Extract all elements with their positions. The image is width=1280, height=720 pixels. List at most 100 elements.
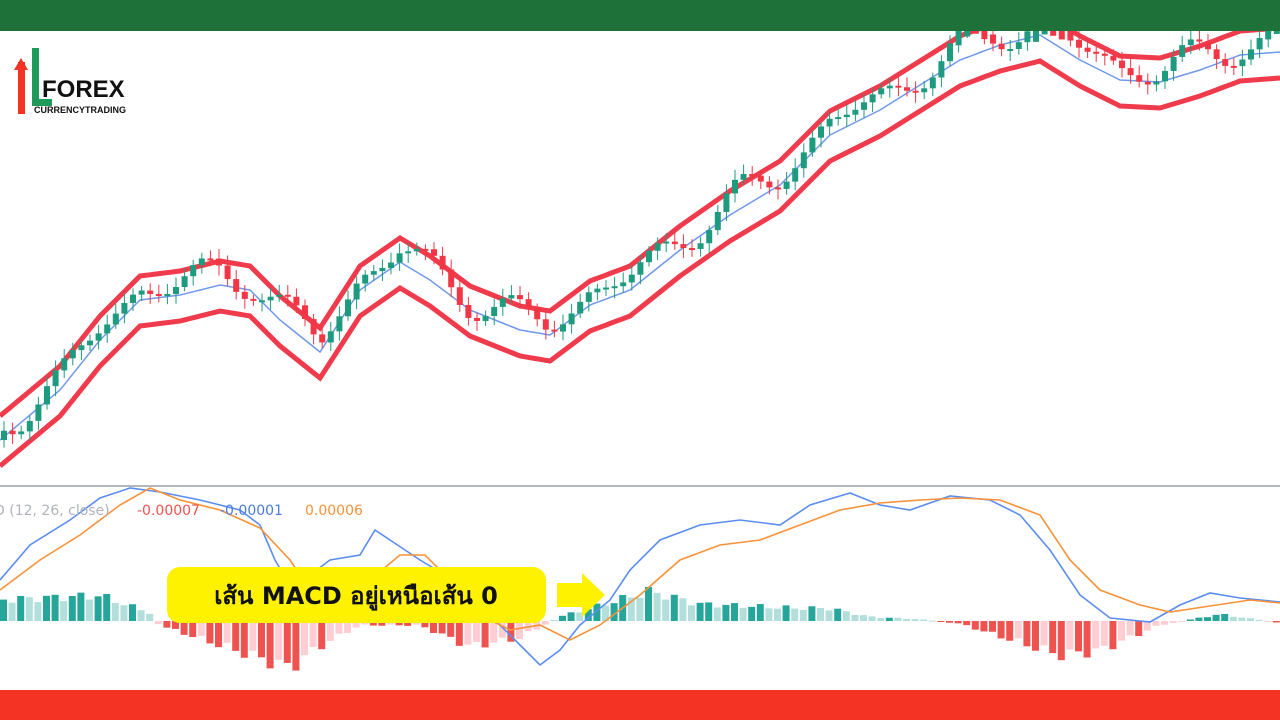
histogram-bar [774,608,781,621]
histogram-bar [903,618,910,621]
candle-body [560,324,566,332]
histogram-bar [524,621,532,632]
histogram-bar [34,602,42,621]
candle-body [1050,31,1057,36]
histogram-bar [180,621,188,635]
histogram-bar [860,615,867,621]
signal-line [0,487,1280,641]
histogram-bar [1109,621,1117,650]
candle-body [775,187,781,190]
candle-body [551,329,558,332]
histogram-bar [498,621,506,638]
candle-body [1248,49,1254,60]
candle-body [577,301,584,314]
histogram-bar [258,621,265,658]
histogram-bar [756,604,764,621]
candle-body [964,31,971,37]
candle-body [491,306,498,317]
histogram-bar [344,621,351,633]
histogram-bar [559,615,566,621]
histogram-bar [421,621,429,628]
candle-body [198,258,205,266]
candle-body [1179,45,1186,57]
candle-body [1162,70,1168,82]
histogram-bar [1238,617,1246,621]
candle-body [69,350,76,359]
candle-body [680,244,687,248]
histogram-bar [232,621,240,651]
candle-body [1076,39,1082,48]
histogram-bar [877,617,885,621]
histogram-bar [1057,621,1065,661]
candle-body [465,304,472,318]
histogram-bar [980,621,988,632]
candle-body [689,247,695,250]
candle-body [1136,75,1143,82]
indicator-label: D (12, 26, close) [0,503,110,519]
histogram-bar [825,610,833,621]
candle-body [1058,31,1065,40]
histogram-bar [653,592,661,621]
candle-body [26,420,33,432]
logo-bar-green [32,48,39,106]
histogram-bar [1075,621,1082,652]
histogram-bar [567,612,575,621]
candle-body [181,276,188,288]
histogram-bar [464,621,472,645]
candle-body [585,292,592,302]
candle-body [869,94,876,103]
candle-body [388,262,394,268]
histogram-bar [765,608,773,621]
candle-body [714,211,721,231]
histogram-bar [215,621,222,648]
histogram-bar [1212,614,1220,621]
logo: FOREX CURRENCYTRADING [14,48,126,115]
histogram-bar [817,608,824,621]
histogram-bar [94,596,102,621]
candle-body [95,333,102,341]
histogram-bar [602,605,609,621]
candle-body [1273,31,1280,34]
histogram-bar [1135,621,1143,637]
histogram-bar [584,609,592,621]
candle-body [224,265,231,280]
candle-body [878,88,885,95]
histogram-bar [395,621,403,626]
histogram-bar [679,598,687,621]
candle-body [525,299,532,308]
candle-body [379,267,386,272]
histogram-bar [868,616,876,621]
candle-body [792,168,799,182]
histogram-bar [129,604,136,621]
histogram-bar [438,621,446,634]
histogram-bar [928,620,936,622]
candle-body [646,250,652,263]
histogram-bar [1264,621,1272,622]
histogram-bar [266,621,274,669]
candle-body [508,295,515,299]
callout-box [167,567,546,623]
candle-body [757,175,764,182]
histogram-bar [163,621,171,628]
callout: เส้น MACD อยู่เหนือเส้น 0 [167,567,605,623]
histogram-bar [292,621,300,671]
histogram-bar [51,594,59,621]
candle-body [723,193,730,212]
candle-body [1239,59,1246,67]
histogram-bar [705,602,713,621]
histogram-bar [146,613,154,621]
histogram-bar [507,621,515,642]
histogram-bar [739,607,747,621]
candle-body [267,296,274,301]
histogram-bar [1143,621,1151,631]
histogram-bar [808,606,816,621]
histogram-bar [283,621,291,663]
histogram-bar [722,604,730,621]
histogram-bar [326,621,334,641]
macd-value: -0.00001 [220,503,283,519]
candle-body [671,241,678,245]
histogram-value: -0.00007 [137,503,200,519]
candle-body [405,251,412,254]
candle-body [706,230,713,244]
candle-body [345,299,351,317]
